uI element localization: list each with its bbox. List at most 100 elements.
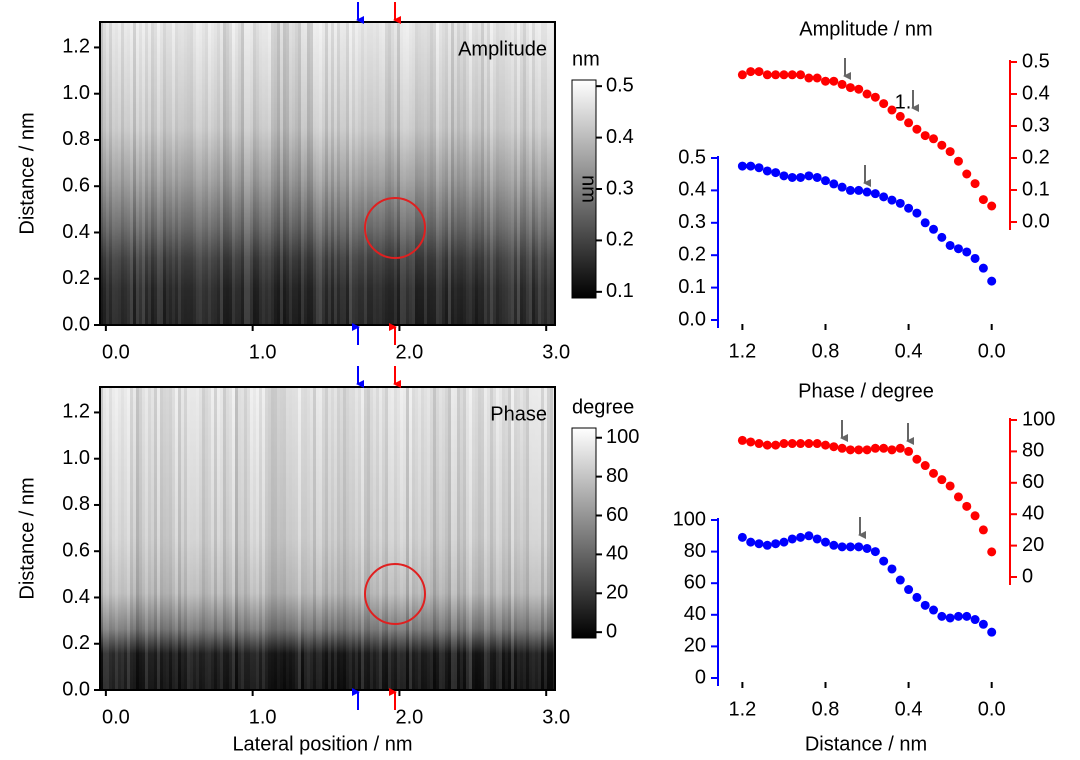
data-point [937, 140, 947, 150]
texture-streak [298, 387, 301, 690]
x-tick-label: 0.0 [102, 706, 130, 728]
position-markers [352, 2, 919, 710]
texture-streak [442, 387, 445, 690]
data-point [754, 439, 764, 449]
texture-streak [190, 387, 193, 690]
texture-streak [124, 22, 127, 325]
texture-streak [526, 22, 529, 325]
texture-streak [274, 22, 277, 325]
texture-streak [151, 22, 154, 325]
data-point [829, 442, 839, 452]
texture-streak [310, 22, 313, 325]
texture-streak [235, 22, 238, 325]
x-tick-label: 2.0 [396, 706, 424, 728]
texture-streak [232, 22, 235, 325]
data-point [812, 534, 822, 544]
texture-streak [490, 22, 493, 325]
texture-streak [247, 22, 250, 325]
texture-streak [490, 387, 493, 690]
texture-streak [460, 387, 463, 690]
y-tick-label: 40 [684, 603, 706, 625]
data-point [779, 439, 789, 449]
data-point [978, 263, 988, 273]
texture-streak [352, 22, 355, 325]
texture-streak [217, 387, 220, 690]
texture-streak [316, 22, 319, 325]
colorbar-label: nm [578, 175, 600, 203]
data-point [820, 76, 830, 86]
data-point [737, 161, 747, 171]
texture-streak [469, 22, 472, 325]
texture-streak [172, 22, 175, 325]
texture-streak [340, 387, 343, 690]
texture-streak [355, 387, 358, 690]
y-tick-label: 0.6 [62, 175, 90, 197]
colorbar-unit: nm [572, 48, 600, 70]
texture-streak [406, 22, 409, 325]
y-tick-label: 1.2 [62, 36, 90, 58]
data-point [970, 615, 980, 625]
texture-streak [412, 22, 415, 325]
texture-streak [157, 22, 160, 325]
texture-streak [430, 22, 433, 325]
data-point [812, 73, 822, 83]
data-point [787, 172, 797, 182]
data-point [870, 443, 880, 453]
data-point [978, 525, 988, 535]
texture-streak [493, 22, 496, 325]
texture-streak [436, 22, 439, 325]
texture-streak [496, 387, 499, 690]
texture-streak [403, 387, 406, 690]
texture-streak [466, 22, 469, 325]
data-point [812, 439, 822, 449]
data-point [887, 445, 897, 455]
texture-streak [541, 22, 544, 325]
texture-streak [133, 387, 136, 690]
texture-streak [400, 387, 403, 690]
texture-streak [154, 387, 157, 690]
texture-streak [418, 22, 421, 325]
x-tick-label: 3.0 [542, 341, 570, 363]
texture-streak [256, 387, 259, 690]
texture-streak [463, 22, 466, 325]
texture-streak [121, 22, 124, 325]
texture-streak [292, 22, 295, 325]
texture-streak [307, 387, 310, 690]
texture-streak [226, 387, 229, 690]
data-point [762, 440, 772, 450]
data-point [845, 185, 855, 195]
texture-streak [502, 22, 505, 325]
texture-streak [214, 387, 217, 690]
y-tick-label: 0.0 [62, 313, 90, 335]
texture-streak [361, 22, 364, 325]
texture-streak [205, 387, 208, 690]
texture-streak [337, 387, 340, 690]
texture-streak [322, 387, 325, 690]
texture-streak [391, 387, 394, 690]
texture-streak [196, 387, 199, 690]
texture-streak [394, 387, 397, 690]
texture-streak [127, 387, 130, 690]
texture-streak [124, 387, 127, 690]
chart-title: Phase / degree [798, 380, 934, 402]
x-axis-title: Lateral position / nm [232, 733, 412, 755]
texture-streak [397, 22, 400, 325]
texture-streak [169, 22, 172, 325]
texture-streak [274, 387, 277, 690]
texture-streak [178, 22, 181, 325]
texture-streak [535, 387, 538, 690]
texture-streak [160, 22, 163, 325]
data-point [945, 481, 955, 491]
texture-streak [163, 387, 166, 690]
texture-streak [163, 22, 166, 325]
heatmap-texture [100, 387, 556, 690]
texture-streak [106, 22, 109, 325]
texture-streak [475, 387, 478, 690]
texture-streak [535, 22, 538, 325]
texture-streak [346, 387, 349, 690]
texture-streak [511, 22, 514, 325]
texture-streak [175, 387, 178, 690]
texture-streak [499, 387, 502, 690]
texture-streak [142, 387, 145, 690]
texture-streak [481, 387, 484, 690]
